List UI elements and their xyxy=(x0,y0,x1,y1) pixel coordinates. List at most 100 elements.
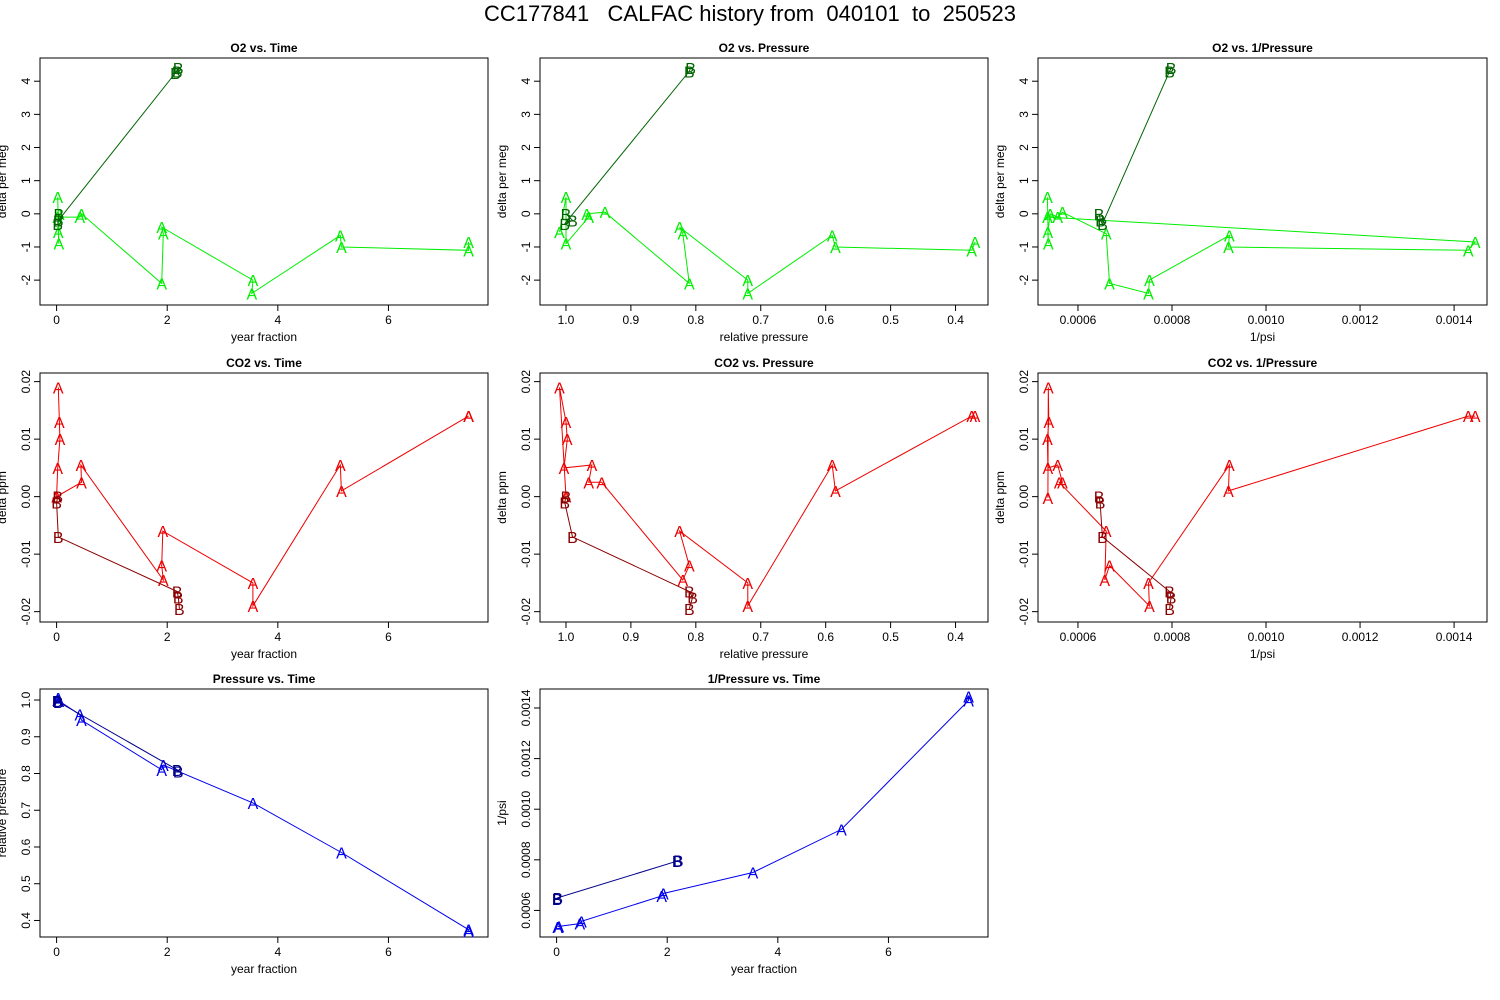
data-point-A: A xyxy=(684,276,695,293)
y-tick-label: 1 xyxy=(519,177,533,184)
y-tick-label: 0.6 xyxy=(19,838,33,855)
x-tick-label: 0.0012 xyxy=(1342,630,1379,644)
y-axis-label: delta ppm xyxy=(993,471,1007,524)
data-point-A: A xyxy=(1052,458,1063,475)
x-tick-label: 0.8 xyxy=(687,313,704,327)
x-tick-label: 0.5 xyxy=(882,313,899,327)
data-point-A: A xyxy=(966,409,977,426)
data-point-A: A xyxy=(827,458,838,475)
y-tick-label: -0.01 xyxy=(1017,540,1031,568)
data-point-A: A xyxy=(156,220,167,237)
x-tick-label: 2 xyxy=(164,630,171,644)
data-point-A: A xyxy=(1144,599,1155,616)
data-point-A: A xyxy=(574,917,585,934)
data-point-A: A xyxy=(830,484,841,501)
data-point-B: B xyxy=(1164,64,1175,81)
data-point-A: A xyxy=(596,475,607,492)
x-tick-label: 1.0 xyxy=(558,630,575,644)
data-point-A: A xyxy=(156,763,167,780)
data-point-A: A xyxy=(1043,461,1054,478)
data-point-A: A xyxy=(561,415,572,432)
x-tick-label: 2 xyxy=(164,313,171,327)
data-point-B: B xyxy=(1097,530,1108,547)
y-tick-label: 0.01 xyxy=(519,427,533,451)
data-point-A: A xyxy=(1224,458,1235,475)
y-tick-label: 0.0006 xyxy=(519,892,533,929)
data-point-A: A xyxy=(52,461,63,478)
data-point-A: A xyxy=(52,190,63,207)
data-point-A: A xyxy=(156,559,167,576)
x-tick-label: 2 xyxy=(664,945,671,959)
x-tick-label: 2 xyxy=(164,945,171,959)
x-tick-label: 0.6 xyxy=(817,313,834,327)
data-point-B: B xyxy=(1094,490,1105,507)
y-axis-label: 1/psi xyxy=(495,800,509,825)
data-point-A: A xyxy=(336,845,347,862)
data-point-B: B xyxy=(172,763,183,780)
panel-title: CO2 vs. Pressure xyxy=(714,356,814,370)
series-line-A xyxy=(1046,197,1477,295)
data-point-B: B xyxy=(52,217,63,234)
x-tick-label: 0.7 xyxy=(752,630,769,644)
data-point-A: A xyxy=(1043,415,1054,432)
x-axis-label: 1/psi xyxy=(1250,647,1275,661)
data-point-A: A xyxy=(742,576,753,593)
series-line-B xyxy=(1098,496,1172,609)
y-axis-label: delta ppm xyxy=(0,471,9,524)
series-line-A xyxy=(559,387,975,608)
plot-frame xyxy=(539,688,989,938)
x-tick-label: 0.4 xyxy=(947,630,964,644)
chart-panel-co2-time: CO2 vs. Time 0 2 4 6 -0.02 -0.01 0.00 0.01 0.02 ye… xyxy=(0,356,489,661)
y-axis-label: delta per meg xyxy=(495,145,509,218)
series-line-A xyxy=(57,696,470,932)
plot-frame xyxy=(1037,372,1488,623)
plot-frame xyxy=(1037,57,1488,306)
y-tick-label: 0 xyxy=(519,210,533,217)
data-point-A: A xyxy=(1143,576,1154,593)
y-tick-label: -1 xyxy=(519,241,533,252)
data-point-A: A xyxy=(76,458,87,475)
data-point-A: A xyxy=(742,286,753,303)
data-point-A: A xyxy=(583,475,594,492)
figure-title: CC177841 CALFAC history from 040101 to 2… xyxy=(484,1,1016,26)
data-point-A: A xyxy=(600,205,611,222)
data-point-A: A xyxy=(970,409,981,426)
data-point-A: A xyxy=(54,415,65,432)
data-point-A: A xyxy=(836,822,847,839)
data-point-A: A xyxy=(157,524,168,541)
panel-title: 1/Pressure vs. Time xyxy=(708,672,821,686)
x-tick-label: 0.8 xyxy=(687,630,704,644)
data-point-A: A xyxy=(248,576,259,593)
x-tick-label: 6 xyxy=(385,313,392,327)
plot-frame xyxy=(39,688,489,938)
y-tick-label: 3 xyxy=(519,111,533,118)
data-point-B: B xyxy=(567,530,578,547)
data-point-A: A xyxy=(74,210,85,227)
y-tick-label: 2 xyxy=(19,144,33,151)
data-point-A: A xyxy=(1101,227,1112,244)
series-line-B xyxy=(564,496,694,609)
y-tick-label: -2 xyxy=(1017,274,1031,285)
y-tick-label: 3 xyxy=(19,111,33,118)
data-point-B: B xyxy=(552,891,563,908)
y-tick-label: 0.8 xyxy=(19,765,33,782)
y-tick-label: 0.00 xyxy=(519,485,533,509)
data-point-A: A xyxy=(463,409,474,426)
data-point-B: B xyxy=(173,61,184,78)
data-point-B: B xyxy=(51,495,62,512)
x-tick-label: 4 xyxy=(774,945,781,959)
data-point-A: A xyxy=(463,409,474,426)
y-tick-label: -2 xyxy=(519,274,533,285)
data-point-B: B xyxy=(559,217,570,234)
x-axis-label: relative pressure xyxy=(720,330,809,344)
y-tick-label: 0.0008 xyxy=(519,841,533,878)
data-point-A: A xyxy=(963,693,974,710)
plot-frame xyxy=(39,57,489,306)
data-point-A: A xyxy=(76,475,87,492)
data-point-B: B xyxy=(53,530,64,547)
y-tick-label: 1 xyxy=(1017,177,1031,184)
data-point-A: A xyxy=(658,886,669,903)
plot-frame xyxy=(539,57,989,306)
x-tick-label: 0 xyxy=(53,945,60,959)
